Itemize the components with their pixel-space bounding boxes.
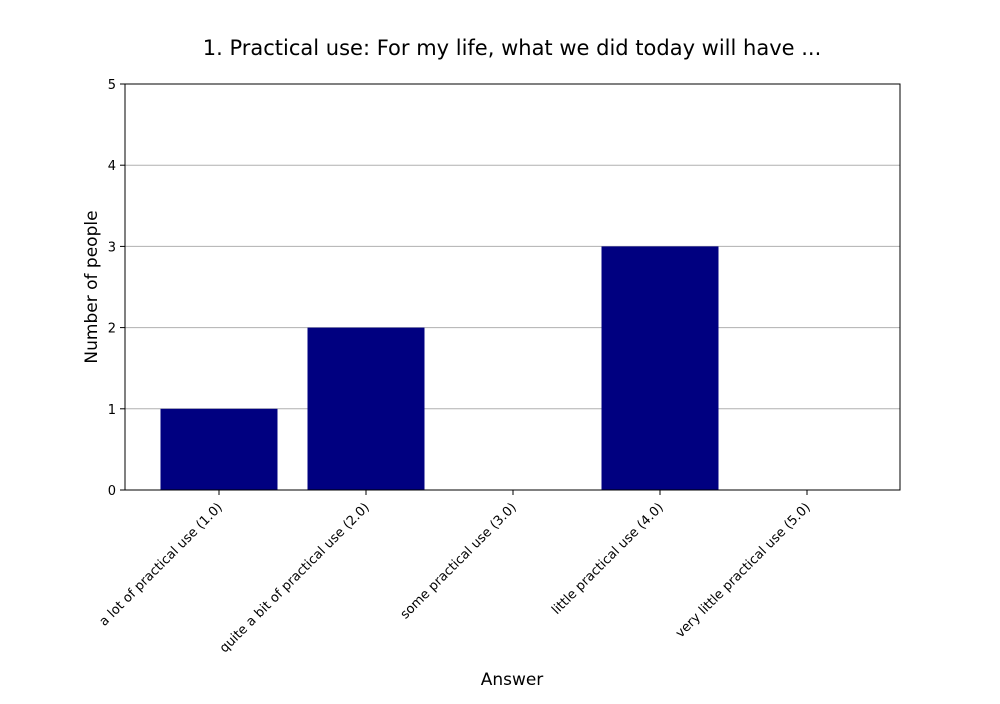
bar (601, 246, 719, 490)
y-tick-label: 3 (108, 240, 116, 255)
y-tick-label: 2 (108, 322, 116, 337)
x-axis-label: Answer (481, 670, 544, 690)
x-axis-ticks: a lot of practical use (1.0)quite a bit … (97, 490, 814, 656)
bar-series (160, 246, 719, 490)
chart-title: 1. Practical use: For my life, what we d… (203, 36, 822, 60)
x-tick-label: a lot of practical use (1.0) (97, 500, 226, 629)
y-tick-label: 0 (108, 484, 116, 499)
y-tick-label: 1 (108, 403, 116, 418)
y-tick-label: 4 (108, 159, 116, 174)
y-tick-label: 5 (108, 78, 116, 93)
bar (307, 327, 425, 490)
x-tick-label: little practical use (4.0) (549, 500, 667, 618)
x-tick-label: very little practical use (5.0) (673, 500, 814, 641)
x-tick-label: some practical use (3.0) (398, 500, 520, 622)
y-axis-label: Number of people (82, 210, 102, 363)
bar (160, 408, 278, 490)
grid-lines (125, 164, 900, 410)
x-tick-label: quite a bit of practical use (2.0) (217, 500, 373, 656)
y-axis-ticks: 0 1 2 3 4 5 (108, 78, 125, 499)
